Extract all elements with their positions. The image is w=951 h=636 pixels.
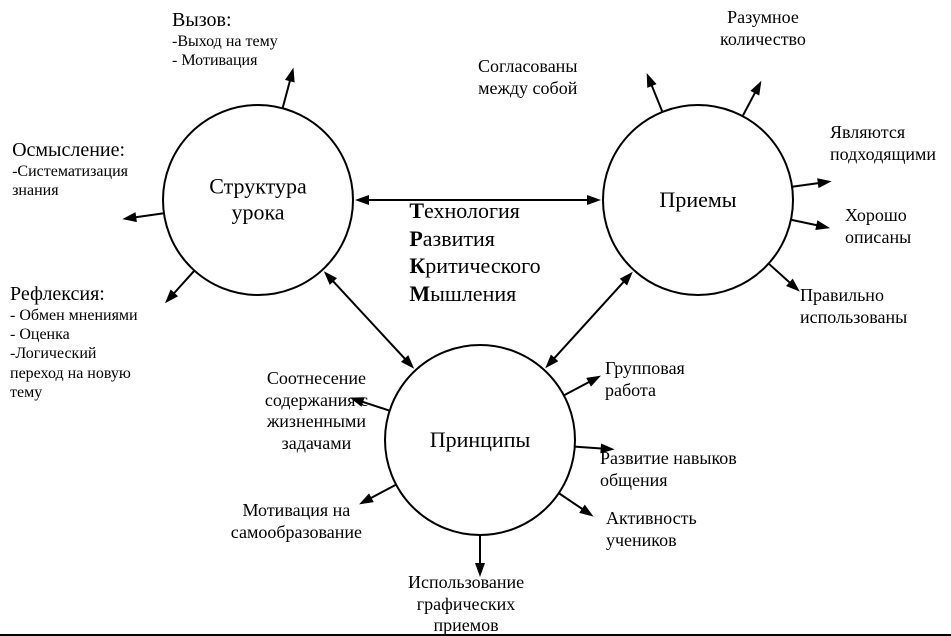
ray-label: Разумное количество: [720, 7, 806, 50]
ray-label: Мотивация на самообразование: [231, 500, 362, 543]
ray-label: Активность учеников: [606, 508, 697, 551]
ray-label: Являются подходящими: [830, 122, 936, 165]
node-label-principles: Принципы: [430, 427, 531, 453]
ray-label: Правильно использованы: [800, 285, 907, 328]
node-label-methods: Приемы: [659, 187, 736, 213]
ray-label: Вызов:-Выход на тему - Мотивация: [172, 8, 278, 70]
ray-label: Согласованы между собой: [478, 56, 577, 99]
ray-label: Осмысление:-Систематизация знания: [12, 138, 128, 200]
ray-label: Хорошо описаны: [845, 205, 911, 248]
ray-label: Групповая работа: [605, 358, 685, 401]
ray-label: Соотнесение содержания с жизненными зада…: [265, 368, 368, 454]
center-title: ТехнологияРазвитияКритическогоМышления: [409, 197, 540, 307]
ray-label: Развитие навыков общения: [600, 448, 737, 491]
diagram-stage: Вызов:-Выход на тему - Мотивация Осмыслен…: [0, 0, 951, 636]
ray-label: Рефлексия:- Обмен мнениями - Оценка -Лог…: [10, 282, 138, 402]
node-label-structure: Структура урока: [209, 174, 306, 227]
ray-label: Использование графических приемов: [408, 572, 524, 636]
